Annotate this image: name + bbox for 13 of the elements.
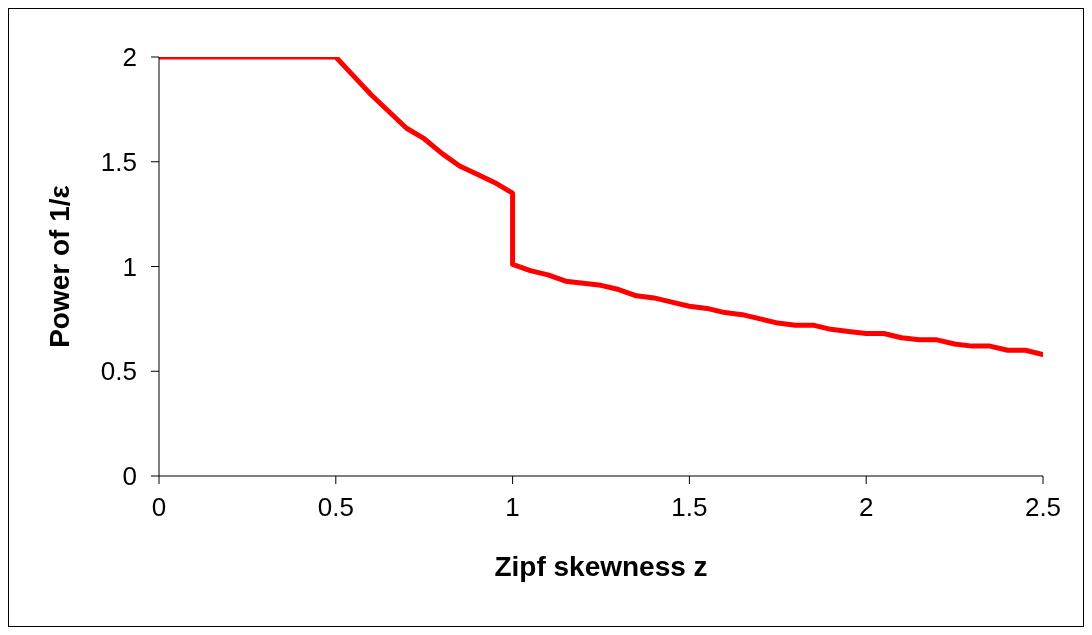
x-tick-label: 2.5 xyxy=(1024,492,1062,523)
y-tick-label: 0 xyxy=(122,461,137,492)
y-tick-label: 0.5 xyxy=(100,356,137,387)
x-tick-label: 1.5 xyxy=(671,492,708,523)
y-tick-label: 1.5 xyxy=(100,146,137,177)
x-tick-label: 0 xyxy=(151,492,167,523)
y-axis-title: Power of 1/ε xyxy=(43,185,75,348)
x-tick-label: 0.5 xyxy=(317,492,354,523)
x-axis-title: Zipf skewness z xyxy=(494,551,708,582)
x-tick-label: 1 xyxy=(505,492,520,523)
x-tick-label: 2 xyxy=(858,492,874,523)
y-tick-label: 2 xyxy=(122,42,137,73)
y-tick-label: 1 xyxy=(122,251,137,282)
